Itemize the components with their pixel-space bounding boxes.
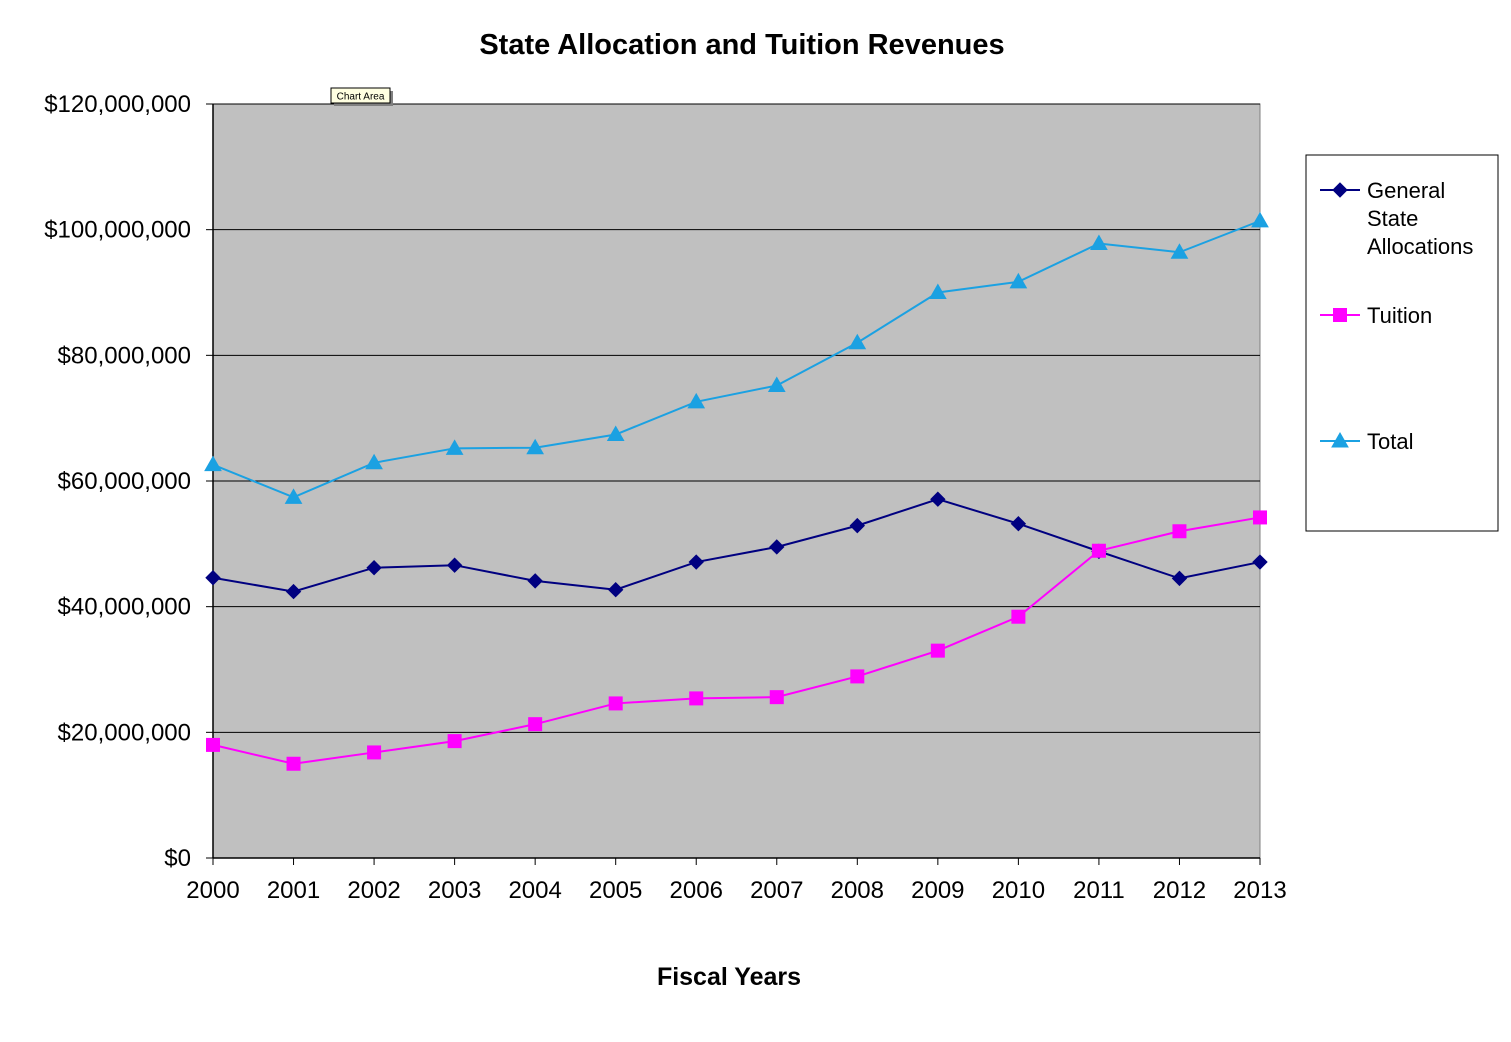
data-point-tuition[interactable] [286,756,301,771]
data-point-total[interactable] [365,453,383,470]
data-point-general-state-allocations[interactable] [930,491,946,507]
x-tick-label: 2013 [1233,877,1286,904]
y-tick-label: $0 [164,845,191,872]
data-point-tuition[interactable] [689,691,704,706]
tooltip-label: Chart Area [337,92,385,103]
series-group [204,211,1269,771]
data-point-total[interactable] [767,376,786,392]
data-point-general-state-allocations[interactable] [849,517,866,534]
data-point-total[interactable] [1170,243,1189,259]
y-axis: $0 $20,000,000 $40,000,000 $60,000,000 $80,0… [44,91,214,872]
data-point-tuition[interactable] [1091,543,1106,558]
data-point-general-state-allocations[interactable] [607,581,624,598]
data-point-total[interactable] [445,439,464,455]
data-point-tuition[interactable] [930,643,945,658]
legend-label: Total [1367,429,1413,454]
legend-marker[interactable] [1331,431,1349,448]
y-tick-label: $80,000,000 [58,342,191,369]
legend-label: General [1367,178,1445,203]
data-point-total[interactable] [1090,234,1108,250]
data-point-tuition[interactable] [769,690,784,705]
data-point-tuition[interactable] [1011,609,1026,624]
legend-label: Tuition [1367,303,1432,328]
data-point-total[interactable] [606,425,625,442]
legend-label: Allocations [1367,234,1473,259]
data-point-total[interactable] [526,438,545,455]
legend-marker[interactable] [1333,308,1347,322]
x-tick-label: 2007 [750,877,803,904]
legend-entry-tuition[interactable]: Tuition [1320,303,1432,328]
x-tick-label: 2001 [267,877,320,904]
data-point-tuition[interactable] [1253,510,1267,525]
data-point-total[interactable] [848,333,867,350]
data-point-general-state-allocations[interactable] [527,573,543,589]
data-point-general-state-allocations[interactable] [1252,554,1268,570]
y-tick-label: $120,000,000 [44,91,191,118]
data-point-general-state-allocations[interactable] [285,583,302,600]
data-point-total[interactable] [928,283,947,299]
x-tick-label: 2012 [1153,877,1206,904]
data-point-tuition[interactable] [528,717,543,732]
data-point-general-state-allocations[interactable] [1010,516,1027,532]
legend-entries: General State Allocations Tuition Total [1320,178,1473,454]
data-point-general-state-allocations[interactable] [688,554,704,570]
x-tick-label: 2003 [428,877,481,904]
series-line-total[interactable] [212,219,1261,499]
data-point-general-state-allocations[interactable] [446,557,463,573]
x-tick-label: 2004 [508,877,561,904]
y-tick-label: $20,000,000 [58,719,191,746]
data-point-tuition[interactable] [1172,524,1187,539]
data-point-total[interactable] [1009,272,1028,289]
x-tick-label: 2011 [1073,877,1125,904]
data-point-total[interactable] [284,488,303,504]
data-point-total[interactable] [204,455,222,472]
legend[interactable]: General State Allocations Tuition Total [1305,154,1499,532]
tooltip-box [330,87,391,104]
data-point-general-state-allocations[interactable] [205,570,221,586]
x-tick-label: 2008 [831,877,884,904]
y-tick-label: $60,000,000 [58,468,191,495]
data-point-general-state-allocations[interactable] [1171,570,1188,587]
x-tick-label: 2006 [670,877,723,904]
y-tick-label: $100,000,000 [44,217,191,244]
data-point-total[interactable] [1251,211,1269,228]
y-tick-label: $40,000,000 [58,594,191,621]
series-general-state-allocations [205,491,1268,600]
x-tick-label: 2000 [186,877,239,904]
x-tick-label: 2009 [911,877,964,904]
x-tick-label: 2005 [589,877,642,904]
data-point-tuition[interactable] [447,734,462,749]
data-point-tuition[interactable] [367,745,382,760]
chart-title: State Allocation and Tuition Revenues [479,29,1004,61]
chart-area-tooltip: Chart Area [330,87,393,106]
data-point-tuition[interactable] [206,737,220,752]
x-tick-label: 2002 [347,877,400,904]
data-point-total[interactable] [687,392,706,409]
x-tick-label: 2010 [992,877,1045,904]
data-point-general-state-allocations[interactable] [769,539,785,555]
series-line-general-state-allocations[interactable] [212,498,1261,593]
legend-entry-total[interactable]: Total [1320,429,1413,454]
data-point-tuition[interactable] [850,669,865,684]
series-tuition [206,510,1267,771]
series-total [204,211,1269,504]
legend-label: State [1367,206,1418,231]
legend-box [1305,154,1499,532]
legend-marker[interactable] [1332,182,1348,198]
x-axis: 2000 2001 2002 2003 2004 2005 2006 2007 2008 2009… [186,857,1287,904]
x-axis-title: Fiscal Years [657,963,801,991]
data-point-general-state-allocations[interactable] [366,560,382,576]
legend-entry-general-state-allocations[interactable]: General State Allocations [1320,178,1473,259]
series-line-tuition[interactable] [212,516,1261,765]
data-point-tuition[interactable] [608,696,623,711]
